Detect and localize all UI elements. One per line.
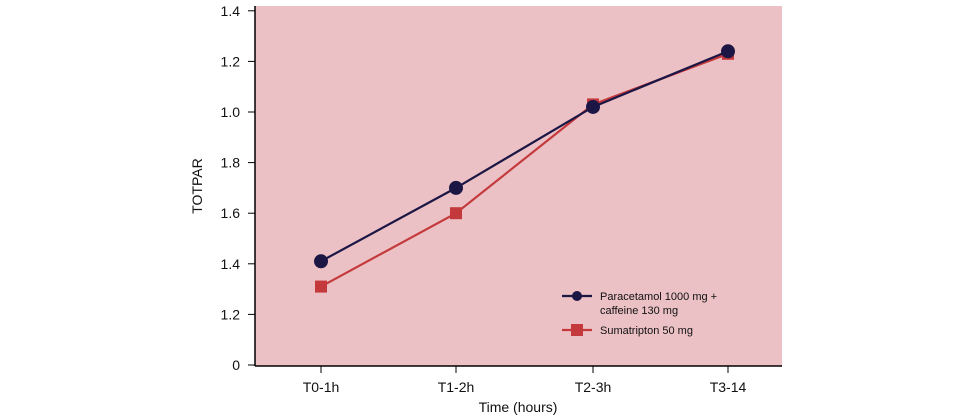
- y-tick-label: 1.4: [221, 3, 241, 19]
- x-tick-label: T0-1h: [303, 379, 340, 395]
- series-line: [320, 50, 729, 263]
- y-tick-label: 1.2: [221, 53, 241, 69]
- y-axis-label: TOTPAR: [189, 158, 205, 214]
- x-tick-label: T1-2h: [438, 379, 475, 395]
- y-tick-label: 1.4: [221, 256, 241, 272]
- data-point: [314, 254, 328, 269]
- x-tick-label: T3-14: [710, 379, 747, 395]
- y-tick-label: 1.2: [221, 306, 241, 322]
- data-point: [315, 280, 327, 293]
- data-point: [721, 44, 735, 59]
- legend-marker: [571, 324, 583, 336]
- legend-label: caffeine 130 mg: [600, 305, 678, 317]
- x-axis-label: Time (hours): [479, 399, 558, 415]
- data-point: [586, 99, 600, 114]
- legend-label: Paracetamol 1000 mg +: [600, 291, 717, 303]
- y-tick-label: 0: [232, 357, 240, 373]
- legend: Paracetamol 1000 mg + caffeine 130 mg Suma…: [562, 291, 717, 337]
- y-tick-label: 1.8: [221, 155, 241, 171]
- legend-label: Sumatripton 50 mg: [600, 325, 693, 337]
- x-tick-label: T2-3h: [575, 379, 612, 395]
- legend-marker: [572, 291, 582, 301]
- plot-area: [255, 6, 782, 366]
- y-tick-label: 1.0: [221, 104, 241, 120]
- data-point: [450, 207, 462, 220]
- y-tick-label: 1.6: [221, 205, 241, 221]
- data-point: [449, 180, 463, 195]
